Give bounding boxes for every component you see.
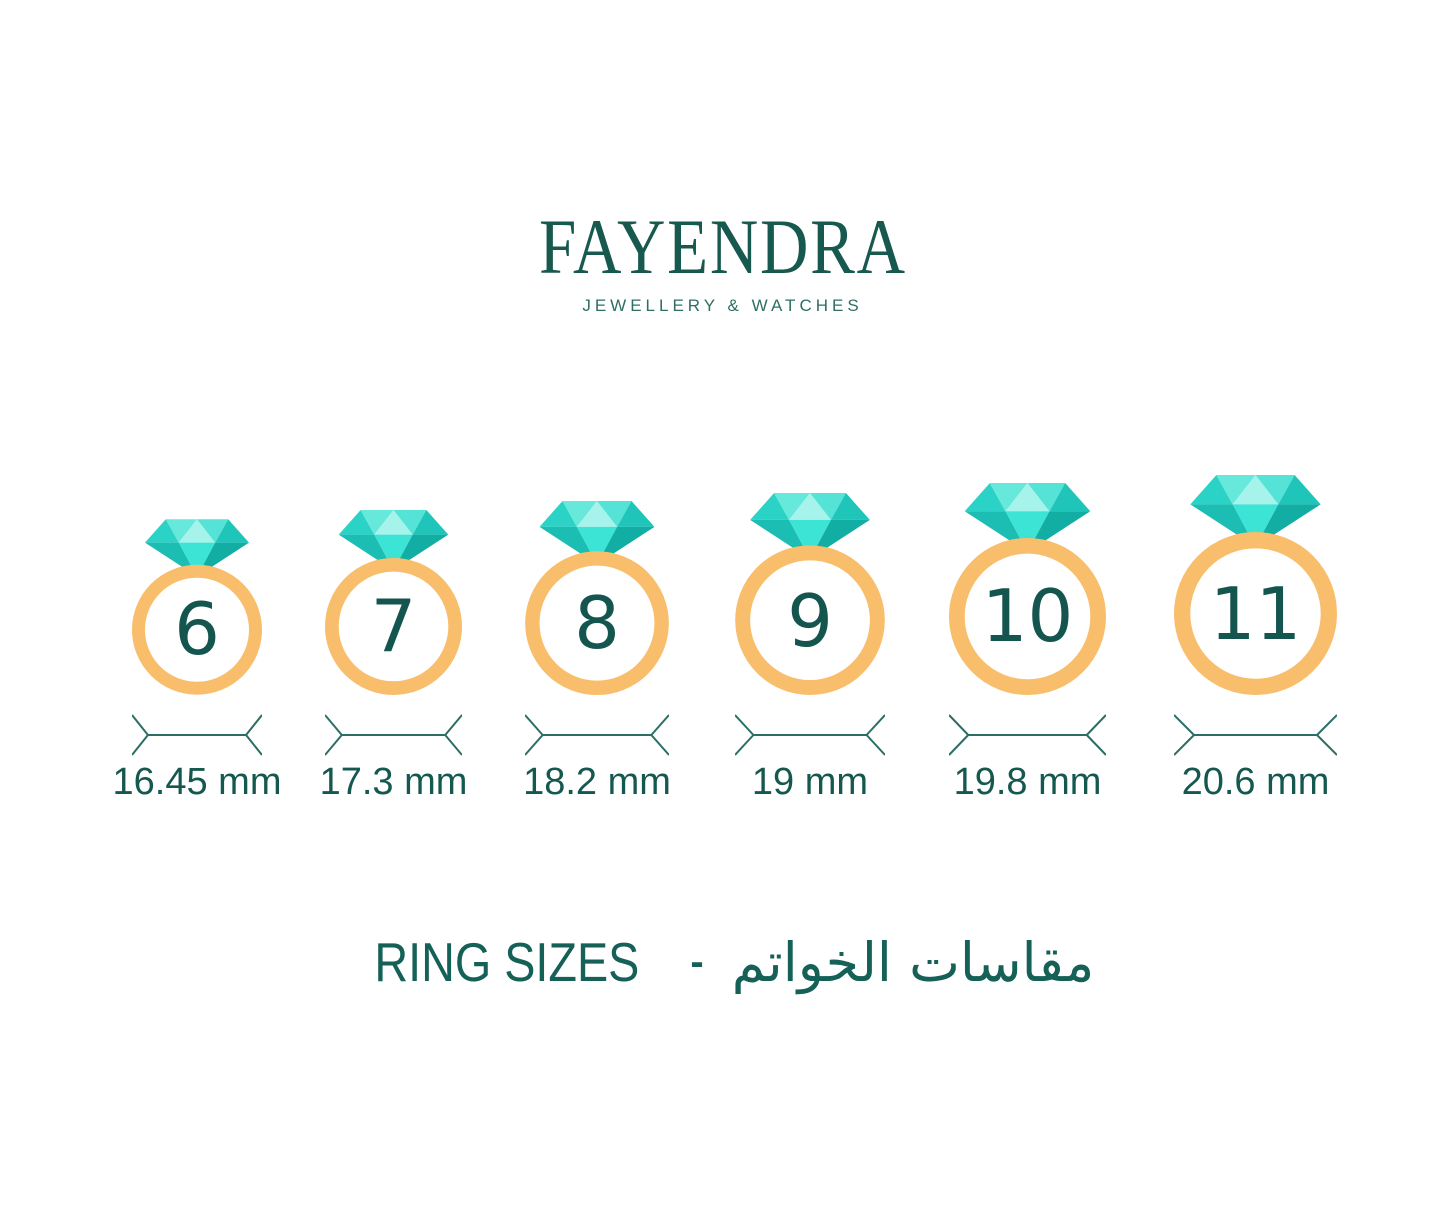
ring-sizes-title-en: RING SIZES	[374, 931, 640, 993]
brand-name: FAYENDRA	[538, 203, 907, 290]
ring-size-number: 11	[1209, 572, 1302, 656]
ring-diameter-label: 16.45 mm	[112, 761, 282, 803]
ring-item-size-6: 6 16.45 mm	[113, 519, 281, 804]
ring-size-number: 10	[981, 574, 1074, 658]
ring-diameter-label: 18.2 mm	[523, 761, 671, 803]
width-dimension-arrow-icon	[325, 714, 462, 756]
title-separator: -	[690, 939, 704, 984]
brand-tagline: JEWELLERY & WATCHES	[582, 296, 863, 315]
ring-item-size-7: 7 17.3 mm	[320, 510, 467, 804]
ring-sizes-title-ar: مقاسات الخواتم	[731, 930, 1095, 994]
width-dimension-arrow-icon	[525, 714, 669, 756]
ring-diameter-label: 19 mm	[751, 761, 869, 803]
brand-logo: FAYENDRA JEWELLERY & WATCHES	[0, 208, 1445, 316]
ring-item-size-10: 10 19.8 mm	[949, 483, 1106, 804]
ring-size-number: 7	[370, 584, 417, 668]
ring-size-number: 6	[174, 587, 220, 671]
ring-diameter-label: 19.8 mm	[953, 761, 1102, 803]
ring-size-number: 9	[787, 579, 833, 663]
page-title: RING SIZES - مقاسات الخواتم	[0, 930, 1445, 994]
ring-item-size-8: 8 18.2 mm	[523, 501, 671, 804]
ring-item-size-11: 11 20.6 mm	[1174, 475, 1337, 804]
ring-size-number: 8	[574, 581, 620, 665]
width-dimension-arrow-icon	[949, 714, 1106, 756]
ring-diameter-label: 17.3 mm	[319, 761, 468, 803]
ring-diameter-label: 20.6 mm	[1181, 761, 1330, 803]
width-dimension-arrow-icon	[1174, 714, 1337, 756]
ring-item-size-9: 9 19 mm	[735, 493, 885, 804]
width-dimension-arrow-icon	[735, 714, 885, 756]
width-dimension-arrow-icon	[132, 714, 262, 756]
